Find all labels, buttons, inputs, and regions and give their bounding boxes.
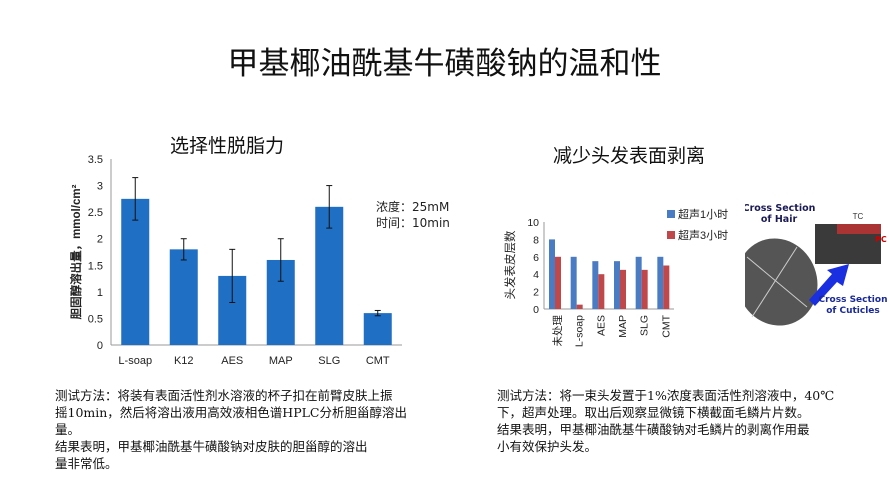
left-text-line: 测试方法：将装有表面活性剂水溶液的杯子扣在前臂皮肤上振: [55, 388, 393, 403]
x-tick-label: CMT: [366, 355, 390, 367]
bar-未处理-1: [549, 239, 555, 309]
x-tick-label: SLG: [639, 315, 651, 336]
y-tick-label: 0: [97, 340, 103, 352]
x-tick-label: AES: [221, 355, 243, 367]
bar-SLG: [315, 206, 344, 345]
y-tick-label: 6: [533, 252, 539, 264]
right-description: 测试方法：将一束头发置于1%浓度表面活性剂溶液中，40℃ 下，超声处理。取出后观…: [497, 387, 877, 455]
legend-label: 超声3小时: [678, 228, 728, 242]
y-tick-label: 1.5: [88, 260, 103, 272]
x-tick-label: L-soap: [574, 315, 586, 347]
y-tick-label: 2: [533, 287, 539, 299]
left-text-line: 量。: [55, 422, 81, 437]
x-tick-label: SLG: [318, 355, 340, 367]
slide-title: 甲基椰油酰基牛磺酸钠的温和性: [227, 46, 662, 82]
right-text-line: 小有效保护头发。: [497, 439, 598, 454]
x-tick-label: MAP: [617, 315, 629, 338]
left-text-line: 结果表明，甲基椰油酰基牛磺酸钠对皮肤的胆甾醇的溶出: [55, 439, 368, 454]
bar-CMT-1: [657, 256, 664, 309]
bar-L-soap-1: [570, 256, 577, 309]
y-tick-label: 8: [533, 234, 539, 246]
cuticle-label-2: of Cuticles: [826, 306, 880, 316]
cuticle-label-1: Cross Section: [819, 295, 888, 305]
legend-label: 超声1小时: [678, 207, 728, 221]
y-tick-label: 0: [533, 304, 539, 316]
hair-label-2: of Hair: [761, 214, 798, 225]
bar-未处理-2: [555, 256, 561, 309]
legend-swatch: [667, 210, 675, 218]
left-subtitle: 选择性脱脂力: [170, 135, 285, 157]
x-tick-label: MAP: [269, 355, 293, 367]
y-tick-label: 1: [97, 287, 103, 299]
x-tick-label: 未处理: [552, 315, 564, 347]
left-description: 测试方法：将装有表面活性剂水溶液的杯子扣在前臂皮肤上振 摇10min，然后将溶出…: [55, 387, 455, 472]
bar-CMT: [363, 313, 392, 345]
x-tick-label: K12: [174, 355, 194, 367]
y-tick-label: 3.5: [88, 154, 103, 166]
bar-AES-1: [592, 261, 599, 309]
y-tick-label: 3: [97, 181, 103, 193]
x-tick-label: AES: [595, 315, 607, 336]
y-tick-label: 2.5: [88, 207, 103, 219]
pc-label: PC: [875, 235, 887, 244]
concentration-note: 浓度：25mM: [376, 200, 450, 214]
tc-label: TC: [853, 212, 864, 221]
left-text-line: 摇10min，然后将溶出液用高效液相色谱HPLC分析胆甾醇溶出: [55, 405, 407, 420]
y-axis-label: 胆固醇溶出量，mmol/cm²: [69, 184, 83, 319]
hair-cross-section-figure: Cross Section of Hair Cross Section of C…: [736, 198, 889, 332]
bar-AES-2: [598, 274, 605, 309]
bar-SLG-1: [635, 256, 642, 309]
right-text-line: 结果表明，甲基椰油酰基牛磺酸钠对毛鳞片的剥离作用最: [497, 422, 810, 437]
legend-swatch: [667, 231, 675, 239]
bar-MAP-2: [620, 269, 626, 309]
bar-SLG-2: [641, 269, 648, 309]
bar-L-soap-2: [576, 304, 583, 309]
y-tick-label: 2: [97, 234, 103, 246]
y-tick-label: 0.5: [88, 313, 103, 325]
y-tick-label: 4: [533, 269, 539, 281]
hair-micrograph-image: Cross Section of Hair Cross Section of C…: [736, 203, 888, 326]
y-tick-label: 10: [527, 217, 539, 229]
bar-K12: [169, 249, 198, 345]
right-text-line: 下，超声处理。取出后观察显微镜下横截面毛鳞片片数。: [497, 405, 810, 420]
bar-CMT-2: [663, 265, 670, 309]
bar-L-soap: [121, 198, 150, 345]
x-tick-label: CMT: [660, 314, 672, 337]
hair-label-1: Cross Section: [745, 203, 816, 214]
y-axis-label: 头发表皮层数: [503, 230, 517, 299]
time-note: 时间：10min: [376, 216, 450, 230]
right-text-line: 测试方法：将一束头发置于1%浓度表面活性剂溶液中，40℃: [497, 388, 835, 403]
test-conditions-note: 浓度：25mM 时间：10min: [376, 199, 450, 231]
x-tick-label: L-soap: [118, 355, 152, 367]
bar-MAP-1: [614, 261, 620, 309]
left-text-line: 量非常低。: [55, 456, 118, 471]
right-subtitle: 减少头发表面剥离: [553, 145, 706, 167]
